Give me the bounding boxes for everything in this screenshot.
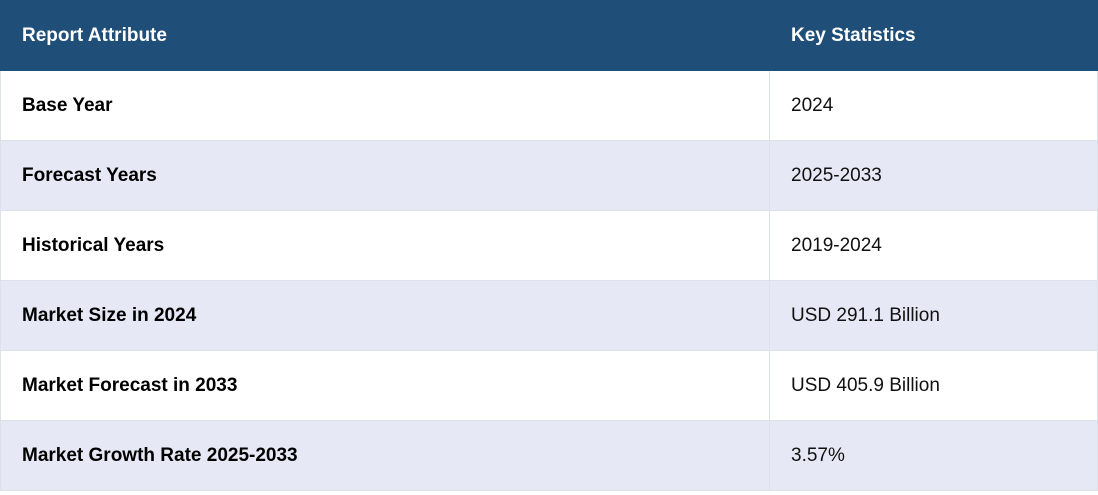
value-cell: 2024 [769,70,1098,141]
table-body: Base Year 2024 Forecast Years 2025-2033 Hist… [0,70,1098,491]
attribute-cell: Market Forecast in 2033 [0,350,770,421]
attribute-cell: Historical Years [0,210,770,281]
header-row: Report Attribute Key Statistics [0,0,1098,71]
attribute-cell: Market Growth Rate 2025-2033 [0,420,770,491]
value-cell: 3.57% [769,420,1098,491]
value-cell: 2025-2033 [769,140,1098,211]
table-row: Base Year 2024 [0,70,1098,141]
attribute-cell: Forecast Years [0,140,770,211]
attribute-cell: Base Year [0,70,770,141]
table-row: Historical Years 2019-2024 [0,210,1098,281]
table-row: Market Growth Rate 2025-2033 3.57% [0,420,1098,491]
table-row: Market Size in 2024 USD 291.1 Billion [0,280,1098,351]
value-cell: USD 291.1 Billion [769,280,1098,351]
value-cell: 2019-2024 [769,210,1098,281]
header-cell: Key Statistics [769,0,1098,71]
attribute-cell: Market Size in 2024 [0,280,770,351]
table-row: Forecast Years 2025-2033 [0,140,1098,211]
header-cell: Report Attribute [0,0,770,71]
table-row: Market Forecast in 2033 USD 405.9 Billion [0,350,1098,421]
value-cell: USD 405.9 Billion [769,350,1098,421]
